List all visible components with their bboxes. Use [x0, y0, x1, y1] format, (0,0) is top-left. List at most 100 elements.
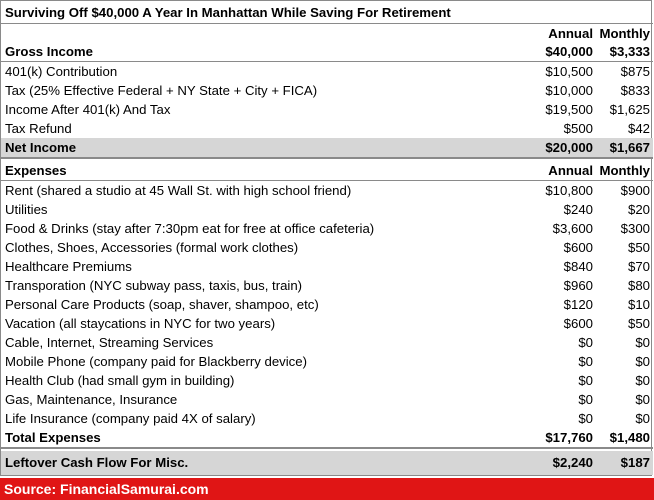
row-annual: $120	[563, 297, 593, 312]
row-annual: $10,000	[545, 83, 593, 98]
row-monthly: $42	[627, 121, 650, 136]
table-row: Health Club (had small gym in building) …	[1, 371, 653, 390]
row-label: Clothes, Shoes, Accessories (formal work…	[5, 240, 299, 255]
row-monthly: $1,480	[609, 430, 650, 445]
row-annual: $10,500	[545, 64, 593, 79]
row-monthly: $0	[635, 411, 650, 426]
row-monthly: $900	[620, 183, 650, 198]
row-annual: $3,600	[552, 221, 593, 236]
row-annual: $960	[563, 278, 593, 293]
row-annual: $840	[563, 259, 593, 274]
row-monthly: $70	[627, 259, 650, 274]
title-text: Surviving Off $40,000 A Year In Manhatta…	[5, 5, 451, 20]
row-monthly: $20	[627, 202, 650, 217]
row-annual: $10,800	[545, 183, 593, 198]
table-title: Surviving Off $40,000 A Year In Manhatta…	[1, 3, 653, 22]
row-annual: $0	[578, 411, 593, 426]
table-row: Rent (shared a studio at 45 Wall St. wit…	[1, 181, 653, 200]
row-label: Gas, Maintenance, Insurance	[5, 392, 178, 407]
divider	[1, 447, 653, 449]
row-annual: $2,240	[552, 455, 593, 470]
row-label: Net Income	[5, 140, 77, 155]
divider	[1, 61, 653, 62]
row-label: Total Expenses	[5, 430, 101, 445]
row-monthly: $50	[627, 316, 650, 331]
source-text: Source: FinancialSamurai.com	[4, 481, 209, 497]
row-monthly: $1,625	[609, 102, 650, 117]
table-row: Clothes, Shoes, Accessories (formal work…	[1, 238, 653, 257]
leftover-row: Leftover Cash Flow For Misc. $2,240 $187	[1, 451, 653, 475]
row-label: Cable, Internet, Streaming Services	[5, 335, 214, 350]
table-row: Vacation (all staycations in NYC for two…	[1, 314, 653, 333]
row-annual: $17,760	[545, 430, 593, 445]
row-label: Vacation (all staycations in NYC for two…	[5, 316, 276, 331]
total-expenses-row: Total Expenses $17,760 $1,480	[1, 428, 653, 447]
column-header-row: Annual Monthly	[1, 24, 653, 43]
row-label: Health Club (had small gym in building)	[5, 373, 235, 388]
row-monthly: $833	[620, 83, 650, 98]
table-row: Tax Refund $500 $42	[1, 119, 653, 138]
row-monthly: $1,667	[609, 140, 650, 155]
row-monthly: $50	[627, 240, 650, 255]
row-annual: $240	[563, 202, 593, 217]
row-annual: $500	[563, 121, 593, 136]
row-monthly: $0	[635, 354, 650, 369]
source-banner: Source: FinancialSamurai.com	[0, 478, 654, 500]
row-annual: $0	[578, 335, 593, 350]
divider	[1, 180, 653, 181]
row-annual: $600	[563, 316, 593, 331]
row-label: Personal Care Products (soap, shaver, sh…	[5, 297, 319, 312]
divider	[1, 23, 653, 24]
expenses-header-row: Expenses Annual Monthly	[1, 161, 653, 180]
row-label: Healthcare Premiums	[5, 259, 132, 274]
table-row: Food & Drinks (stay after 7:30pm eat for…	[1, 219, 653, 238]
row-label: Mobile Phone (company paid for Blackberr…	[5, 354, 307, 369]
row-annual: $19,500	[545, 102, 593, 117]
row-monthly: $0	[635, 335, 650, 350]
row-label: Life Insurance (company paid 4X of salar…	[5, 411, 256, 426]
row-monthly: $0	[635, 373, 650, 388]
row-label: Leftover Cash Flow For Misc.	[5, 455, 189, 470]
table-row: Utilities $240 $20	[1, 200, 653, 219]
net-income-row: Net Income $20,000 $1,667	[1, 138, 653, 157]
row-monthly: $10	[627, 297, 650, 312]
row-annual: $0	[578, 354, 593, 369]
row-monthly: $300	[620, 221, 650, 236]
row-annual: $0	[578, 373, 593, 388]
row-monthly: $187	[620, 455, 650, 470]
row-label: Food & Drinks (stay after 7:30pm eat for…	[5, 221, 375, 236]
row-annual: $20,000	[545, 140, 593, 155]
row-monthly: $875	[620, 64, 650, 79]
table-row: Life Insurance (company paid 4X of salar…	[1, 409, 653, 428]
row-annual: Annual	[548, 163, 593, 178]
row-label: Expenses	[5, 163, 67, 178]
row-label: Rent (shared a studio at 45 Wall St. wit…	[5, 183, 352, 198]
row-monthly: $3,333	[609, 44, 650, 59]
row-annual: $600	[563, 240, 593, 255]
table-row: Mobile Phone (company paid for Blackberr…	[1, 352, 653, 371]
budget-table: Surviving Off $40,000 A Year In Manhatta…	[0, 0, 653, 476]
table-row: Gas, Maintenance, Insurance $0 $0	[1, 390, 653, 409]
table-row: Personal Care Products (soap, shaver, sh…	[1, 295, 653, 314]
row-label: Utilities	[5, 202, 48, 217]
row-label: Gross Income	[5, 44, 93, 59]
table-row: Cable, Internet, Streaming Services $0 $…	[1, 333, 653, 352]
column-header-monthly: Monthly	[599, 26, 650, 41]
row-label: Transporation (NYC subway pass, taxis, b…	[5, 278, 303, 293]
table-row: Tax (25% Effective Federal + NY State + …	[1, 81, 653, 100]
row-annual: $0	[578, 392, 593, 407]
row-label: Tax (25% Effective Federal + NY State + …	[5, 83, 318, 98]
column-header-annual: Annual	[548, 26, 593, 41]
row-label: 401(k) Contribution	[5, 64, 118, 79]
table-row: Income After 401(k) And Tax $19,500 $1,6…	[1, 100, 653, 119]
table-row: Healthcare Premiums $840 $70	[1, 257, 653, 276]
divider	[1, 157, 653, 159]
row-monthly: Monthly	[599, 163, 650, 178]
row-monthly: $0	[635, 392, 650, 407]
row-label: Income After 401(k) And Tax	[5, 102, 171, 117]
gross-income-row: Gross Income $40,000 $3,333	[1, 42, 653, 61]
table-row: 401(k) Contribution $10,500 $875	[1, 62, 653, 81]
row-monthly: $80	[627, 278, 650, 293]
row-annual: $40,000	[545, 44, 593, 59]
table-row: Transporation (NYC subway pass, taxis, b…	[1, 276, 653, 295]
